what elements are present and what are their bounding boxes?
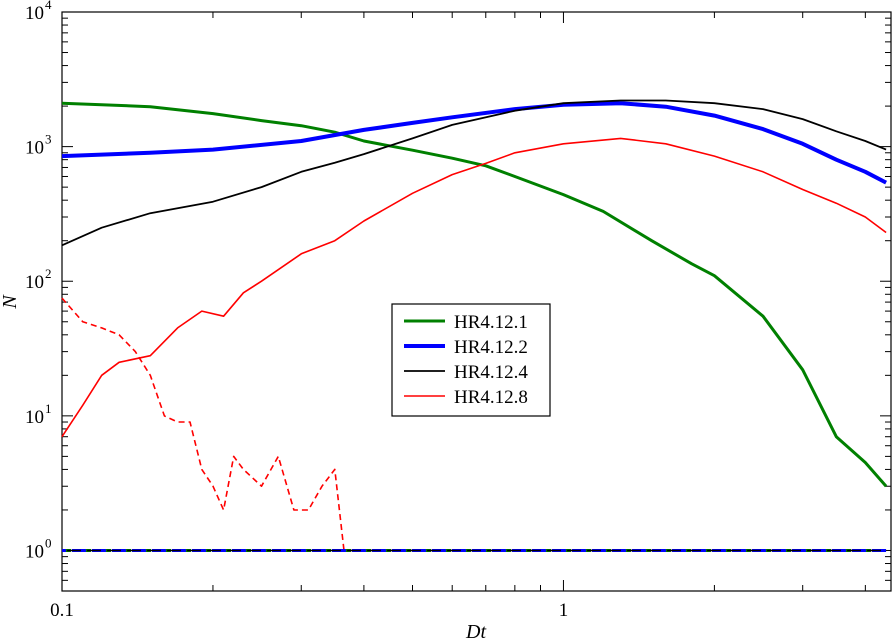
y-tick-label: 10 <box>25 541 44 562</box>
legend-label-hr4-12-2: HR4.12.2 <box>454 337 528 358</box>
series-line-hr4-12-8 <box>61 137 887 438</box>
legend-label-hr4-12-1: HR4.12.1 <box>454 312 528 333</box>
legend-box <box>391 303 551 417</box>
plot-frame <box>61 11 892 592</box>
y-tick-exponent: 1 <box>45 401 52 416</box>
y-tick-label: 10 <box>25 138 44 159</box>
y-tick-exponent: 3 <box>45 132 52 147</box>
y-tick-exponent: 2 <box>45 266 52 281</box>
series-line-dashed-4 <box>61 297 887 552</box>
x-tick-label: 1 <box>559 600 569 621</box>
series-line-hr4-12-2 <box>61 101 888 185</box>
legend: HR4.12.1 HR4.12.2 HR4.12.4 HR4.12.8 <box>391 303 551 417</box>
series-line-hr4-12-4 <box>61 99 887 247</box>
y-tick-label: 10 <box>25 407 44 428</box>
x-axis-title: Dt <box>465 621 486 643</box>
x-tick-label: 0.1 <box>50 600 74 621</box>
axis-ticks <box>61 11 891 592</box>
legend-label-hr4-12-4: HR4.12.4 <box>454 362 528 383</box>
y-axis-title: N <box>0 294 21 310</box>
y-tick-label: 10 <box>25 272 44 293</box>
series-layer <box>61 99 888 552</box>
legend-label-hr4-12-8: HR4.12.8 <box>454 387 528 408</box>
y-tick-exponent: 4 <box>45 0 52 12</box>
y-tick-label: 10 <box>25 3 44 24</box>
series-line-hr4-12-1 <box>61 101 888 488</box>
y-tick-exponent: 0 <box>45 535 52 550</box>
